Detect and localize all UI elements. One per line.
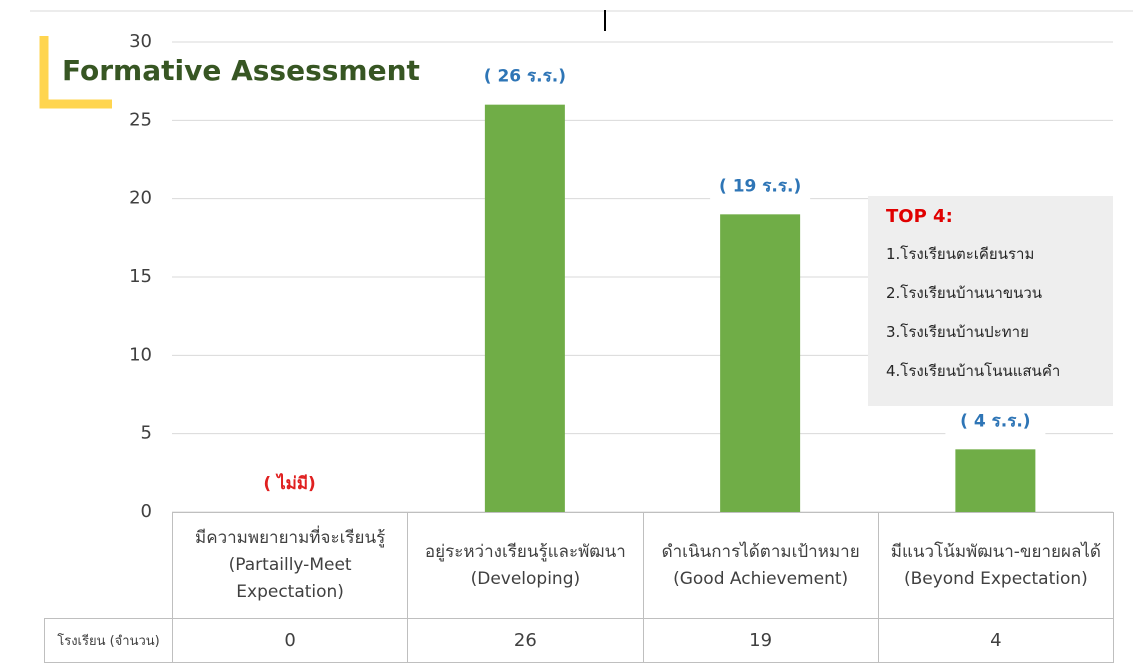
bar (484, 104, 565, 513)
category-label: ดำเนินการได้ตามเป้าหมาย (Good Achievemen… (642, 512, 879, 619)
table-value: 26 (407, 618, 644, 663)
value-label-bg (710, 170, 811, 203)
annotation-item: 1.โรงเรียนตะเคียนราม (886, 245, 1035, 263)
annotation-item: 3.โรงเรียนบ้านปะทาย (886, 323, 1029, 341)
value-label: ( 4 ร.ร.) (960, 411, 1030, 431)
bar (955, 449, 1036, 512)
table-value: 19 (642, 618, 879, 663)
y-tick-label: 30 (129, 31, 152, 52)
y-tick-label: 20 (129, 188, 152, 209)
value-label: ( 26 ร.ร.) (484, 67, 566, 87)
value-label-bg (239, 468, 340, 500)
table-value: 4 (877, 618, 1114, 663)
value-label: ( 19 ร.ร.) (719, 176, 801, 196)
table-value: 0 (172, 618, 409, 663)
y-tick-label: 0 (141, 501, 152, 522)
annotation-title: TOP 4: (886, 206, 953, 227)
chart-title: Formative Assessment (62, 54, 420, 87)
y-tick-label: 5 (141, 423, 152, 444)
value-label-bg (474, 60, 575, 93)
annotation-item: 4.โรงเรียนบ้านโนนแสนคำ (886, 362, 1061, 380)
category-label: มีแนวโน้มพัฒนา-ขยายผลได้ (Beyond Expecta… (877, 512, 1114, 619)
category-label: อยู่ระหว่างเรียนรู้และพัฒนา (Developing) (407, 512, 644, 619)
y-tick-label: 10 (129, 344, 152, 365)
title-bracket (39, 36, 112, 109)
annotation: TOP 4: 1.โรงเรียนตะเคียนราม 2.โรงเรียนบ้า… (868, 196, 1113, 406)
value-label: ( ไม่มี) (263, 473, 315, 494)
bar (720, 214, 801, 513)
value-label-bg (945, 405, 1046, 438)
table-row-label: โรงเรียน (จำนวน) (44, 618, 173, 663)
y-tick-label: 25 (129, 109, 152, 130)
annotation-item: 2.โรงเรียนบ้านนาขนวน (886, 284, 1043, 302)
y-tick-label: 15 (129, 266, 152, 287)
category-label: มีความพยายามที่จะเรียนรู้ (Partailly-Mee… (172, 512, 409, 619)
